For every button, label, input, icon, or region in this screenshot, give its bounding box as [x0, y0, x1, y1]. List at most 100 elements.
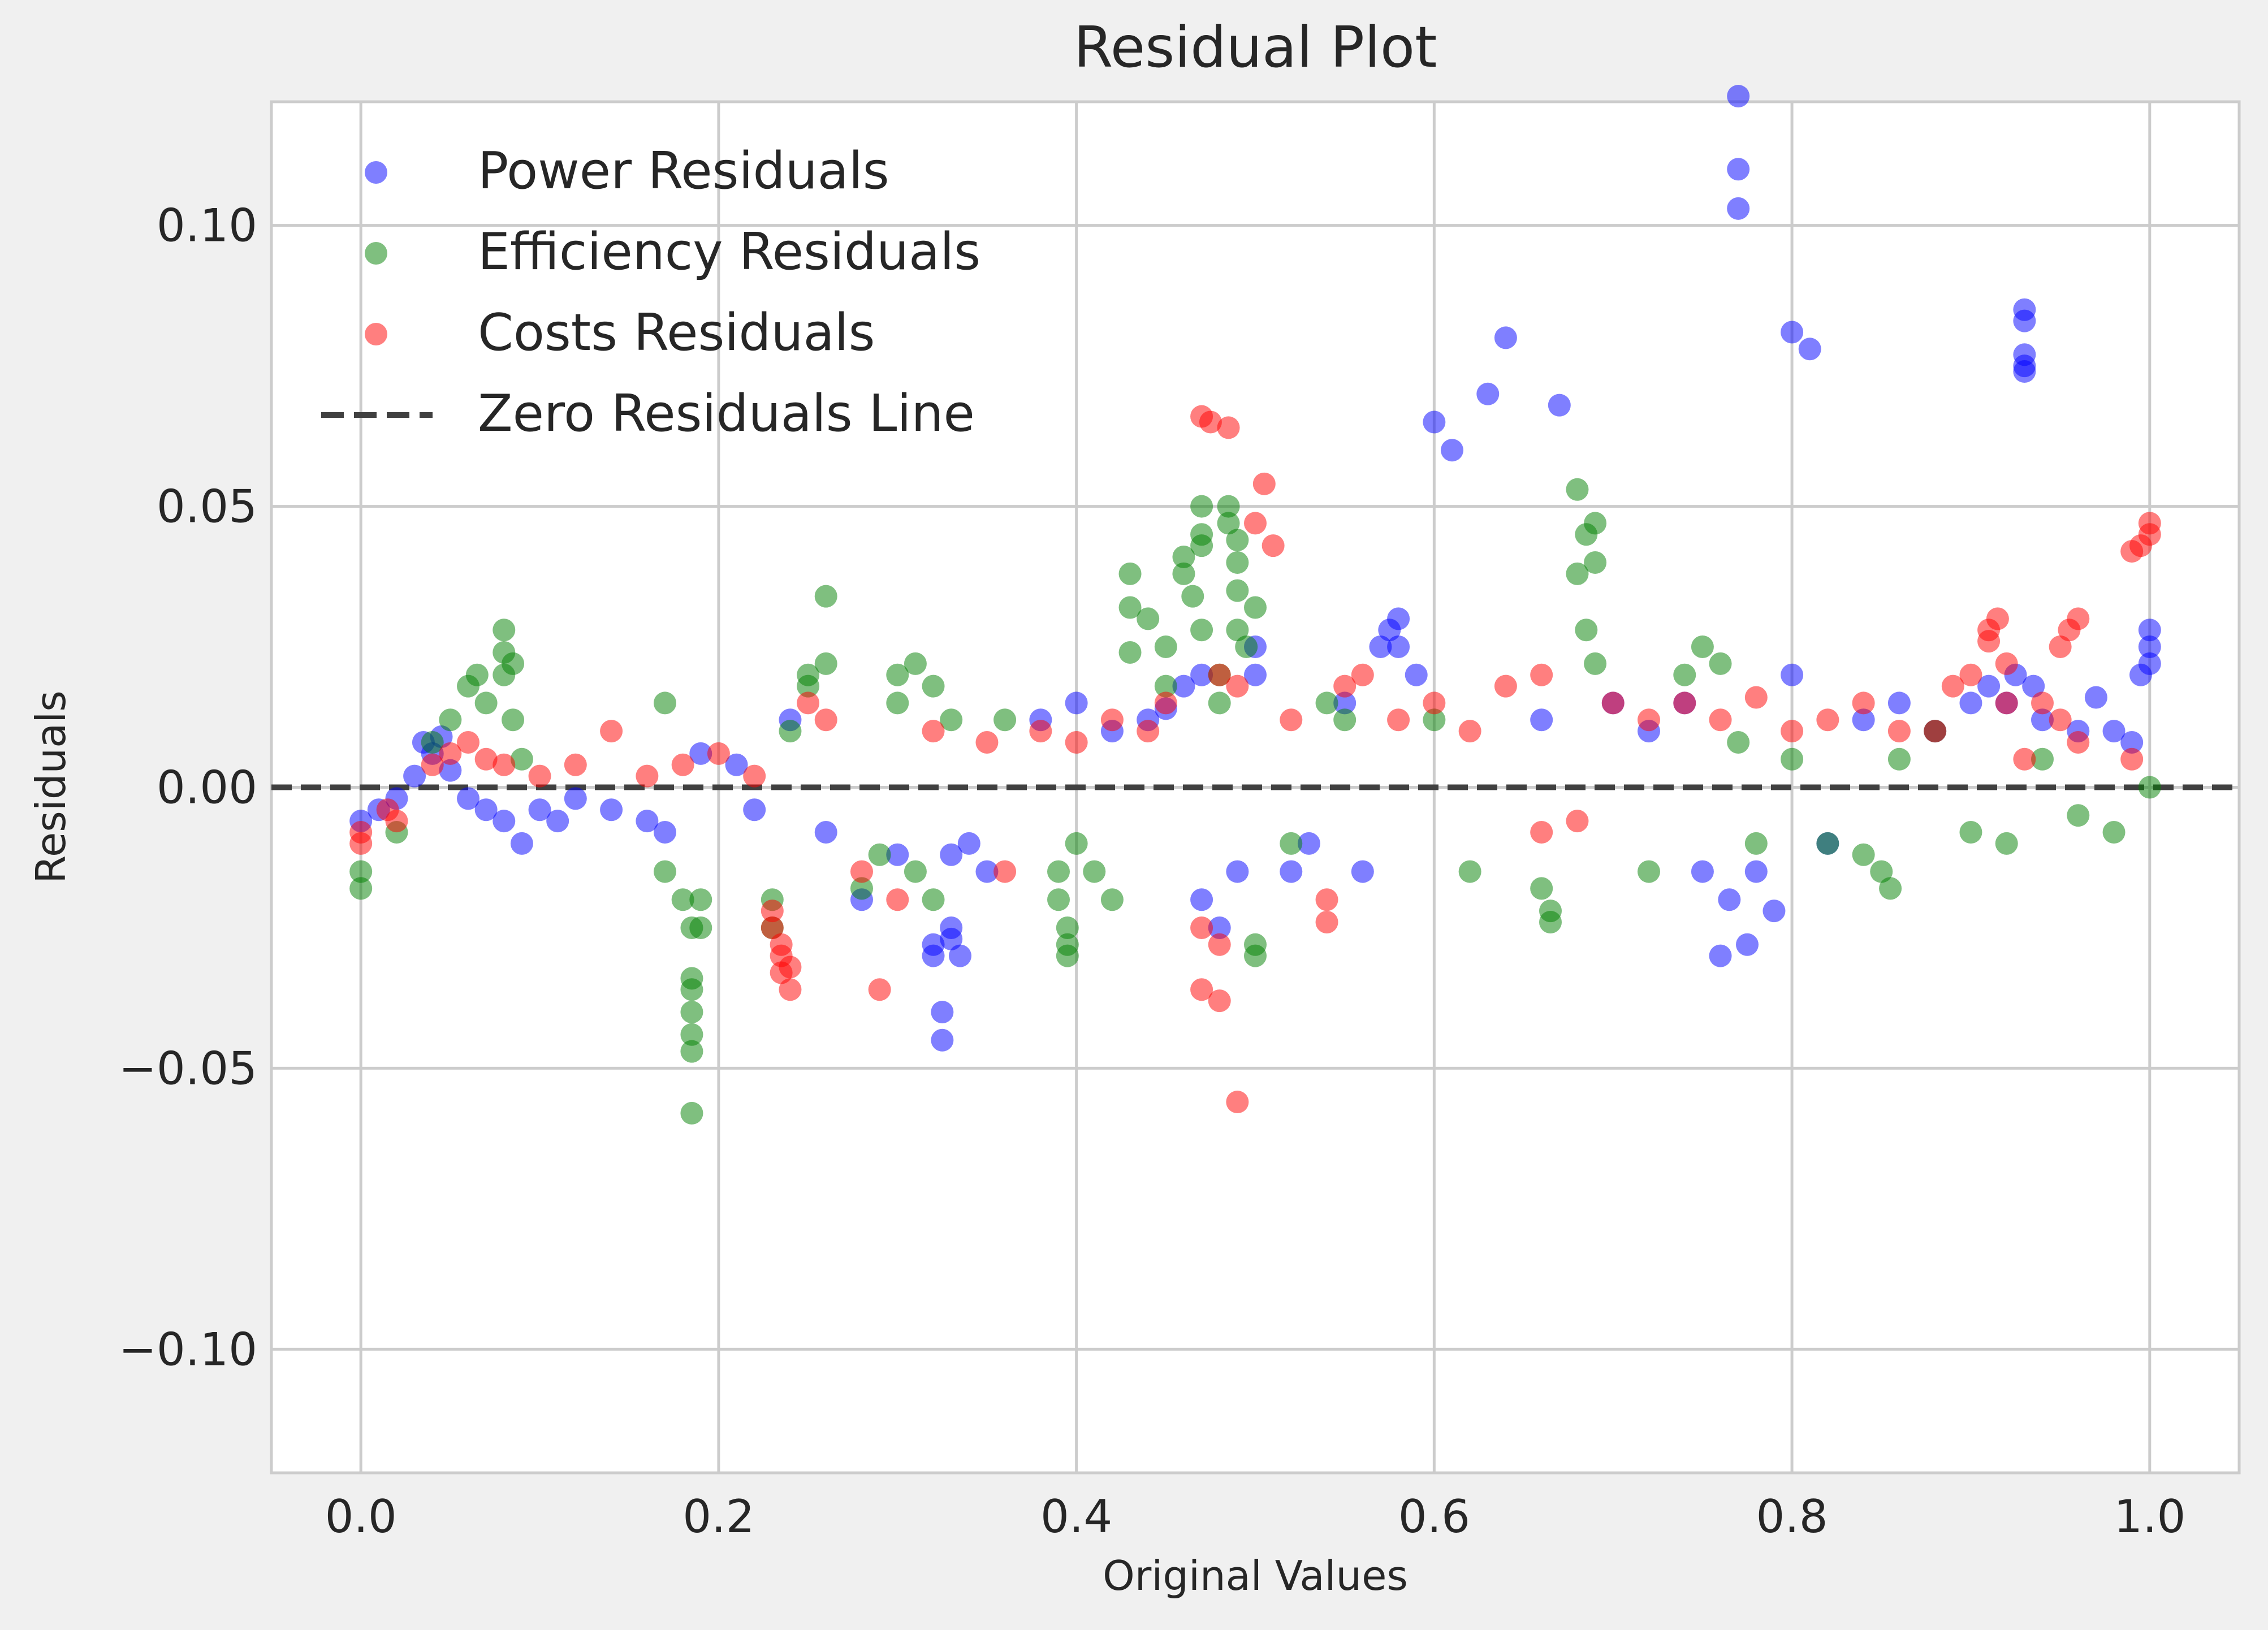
- data-point: [1539, 911, 1562, 934]
- data-point: [1673, 663, 1696, 686]
- data-point: [474, 798, 498, 822]
- data-point: [797, 691, 820, 715]
- data-point: [1530, 821, 1553, 844]
- data-point: [975, 860, 999, 883]
- data-point: [671, 753, 694, 776]
- y-axis-label: Residuals: [27, 690, 75, 884]
- data-point: [993, 860, 1017, 883]
- data-point: [1530, 708, 1553, 732]
- data-point: [457, 787, 479, 810]
- data-point: [680, 1040, 703, 1063]
- data-point: [1226, 619, 1249, 642]
- data-point: [1226, 860, 1249, 883]
- legend-marker: [365, 242, 387, 265]
- data-point: [1190, 619, 1213, 642]
- data-point: [1190, 888, 1213, 911]
- data-point: [779, 955, 802, 979]
- data-point: [1548, 394, 1571, 417]
- data-point: [1781, 321, 1804, 344]
- data-point: [814, 708, 837, 732]
- data-point: [465, 663, 489, 686]
- data-point: [1566, 562, 1589, 585]
- data-point: [689, 742, 712, 765]
- x-axis-ticks: 0.0 0.2 0.4 0.6 0.8 1.0: [325, 1490, 2186, 1543]
- data-point: [707, 742, 730, 765]
- data-point: [975, 730, 999, 754]
- data-point: [1369, 635, 1392, 659]
- data-point: [1736, 933, 1759, 956]
- data-point: [1226, 579, 1249, 602]
- data-point: [2013, 747, 2036, 771]
- data-point: [2031, 747, 2054, 771]
- data-point: [1709, 708, 1732, 732]
- data-point: [1744, 686, 1768, 709]
- data-point: [502, 708, 525, 732]
- y-tick-label: −0.10: [119, 1323, 257, 1376]
- data-point: [1208, 663, 1231, 686]
- data-point: [940, 843, 963, 866]
- data-point: [931, 1001, 954, 1024]
- data-point: [564, 753, 587, 776]
- data-point: [2138, 652, 2161, 675]
- data-point: [1118, 641, 1142, 664]
- data-point: [1458, 860, 1481, 883]
- data-point: [439, 742, 462, 765]
- data-point: [1280, 860, 1303, 883]
- data-point: [1405, 663, 1428, 686]
- data-point: [2138, 619, 2161, 642]
- data-point: [922, 675, 945, 698]
- data-point: [502, 652, 525, 675]
- legend-marker: [365, 161, 387, 184]
- data-point: [1315, 691, 1338, 715]
- data-point: [1208, 691, 1231, 715]
- data-point: [1852, 708, 1875, 732]
- data-point: [1065, 691, 1088, 715]
- data-point: [1083, 860, 1106, 883]
- data-point: [1280, 708, 1303, 732]
- data-point: [1584, 652, 1607, 675]
- data-point: [564, 787, 587, 810]
- data-point: [1315, 888, 1338, 911]
- data-point: [680, 1023, 703, 1046]
- data-point: [1458, 720, 1481, 743]
- x-tick-label: 1.0: [2114, 1490, 2185, 1543]
- data-point: [654, 691, 676, 715]
- data-point: [636, 810, 659, 833]
- data-point: [510, 747, 533, 771]
- data-point: [1494, 675, 1517, 698]
- data-point: [1530, 663, 1553, 686]
- data-point: [1065, 832, 1088, 855]
- data-point: [904, 860, 927, 883]
- data-point: [2138, 776, 2161, 799]
- data-point: [1691, 635, 1714, 659]
- legend-label: Costs Residuals: [478, 303, 875, 362]
- data-point: [546, 810, 569, 833]
- data-point: [2022, 675, 2045, 698]
- data-point: [886, 843, 909, 866]
- data-point: [1924, 720, 1947, 743]
- data-point: [886, 691, 909, 715]
- data-point: [1995, 652, 2018, 675]
- data-point: [2049, 708, 2072, 732]
- data-point: [600, 798, 623, 822]
- x-tick-label: 0.6: [1398, 1490, 1470, 1543]
- data-point: [1217, 495, 1240, 518]
- data-point: [1995, 832, 2018, 855]
- data-point: [1941, 675, 1964, 698]
- data-point: [2138, 512, 2161, 535]
- data-point: [922, 944, 945, 967]
- data-point: [761, 900, 784, 923]
- data-point: [940, 927, 963, 950]
- data-point: [1235, 635, 1258, 659]
- data-point: [1584, 512, 1607, 535]
- data-point: [761, 916, 784, 939]
- data-point: [1172, 546, 1195, 569]
- data-point: [2013, 360, 2036, 383]
- data-point: [886, 888, 909, 911]
- data-point: [1172, 675, 1195, 698]
- data-point: [1333, 675, 1357, 698]
- data-point: [349, 860, 373, 883]
- data-point: [1190, 916, 1213, 939]
- data-point: [1208, 989, 1231, 1013]
- data-point: [1691, 860, 1714, 883]
